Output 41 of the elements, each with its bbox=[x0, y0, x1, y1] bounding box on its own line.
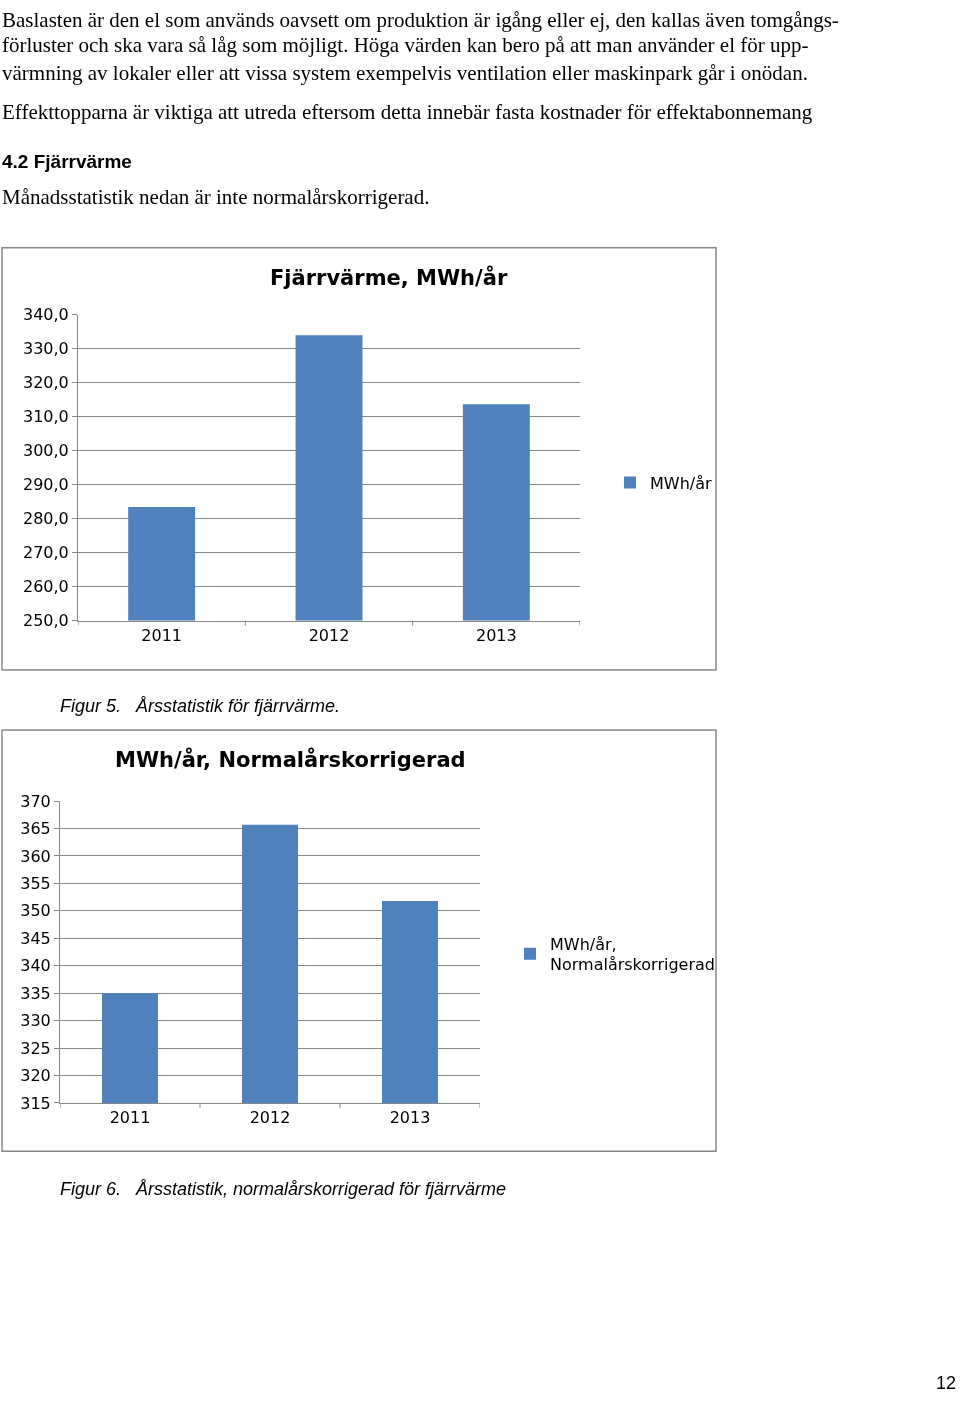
text: Figur 6. Årsstatistik, normalårskorrigerad för fjärrvärme bbox=[60, 1179, 507, 1199]
y-tick-label: 325 bbox=[20, 1038, 51, 1058]
legend-label: MWh/år, Normalårskorrigerad bbox=[550, 934, 715, 975]
y-tick-label: 300,0 bbox=[22, 441, 69, 461]
x-tick-label: 2013 bbox=[389, 1108, 431, 1128]
y-tick-label: 330,0 bbox=[22, 339, 69, 359]
y-tick-label: 260,0 bbox=[22, 577, 69, 597]
x-tick-label: 2012 bbox=[308, 625, 350, 645]
y-tick-label: 370 bbox=[20, 791, 51, 811]
y-tick-label: 340,0 bbox=[22, 305, 69, 325]
text: värmning av lokaler eller att vissa system exempelvis ventilation eller maskinpark går i onödan. bbox=[2, 61, 808, 85]
text: Baslasten är den el som används oavsett om produktion är igång eller ej, den kallas även tomgångs- bbox=[2, 8, 839, 32]
y-tick-label: 320 bbox=[20, 1066, 51, 1086]
y-tick-label: 280,0 bbox=[22, 509, 69, 529]
chart-title: MWh/år, Normalårskorrigerad bbox=[115, 747, 466, 772]
x-tick-label: 2011 bbox=[141, 625, 183, 645]
text: Månadsstatistik nedan är inte normalårskorrigerad. bbox=[2, 185, 430, 209]
x-tick-label: 2012 bbox=[249, 1108, 291, 1128]
text: 4.2 Fjärrvärme bbox=[2, 151, 132, 172]
y-tick-label: 355 bbox=[20, 874, 51, 894]
x-tick-label: 2011 bbox=[109, 1108, 151, 1128]
legend-label: MWh/år bbox=[650, 473, 712, 493]
y-tick-label: 290,0 bbox=[22, 475, 69, 495]
x-tick-label: 2013 bbox=[475, 625, 517, 645]
y-tick-label: 345 bbox=[20, 928, 51, 948]
chart-title: Fjärrvärme, MWh/år bbox=[270, 265, 508, 290]
y-tick-label: 365 bbox=[20, 819, 51, 839]
y-tick-label: 340 bbox=[20, 956, 51, 976]
y-tick-label: 335 bbox=[20, 983, 51, 1003]
y-tick-label: 330 bbox=[20, 1011, 51, 1031]
y-tick-label: 310,0 bbox=[22, 407, 69, 427]
text: Effekttopparna är viktiga att utreda eftersom detta innebär fasta kostnader för effektabonnemang bbox=[2, 100, 813, 124]
y-tick-label: 320,0 bbox=[22, 373, 69, 393]
y-tick-label: 360 bbox=[20, 846, 51, 866]
text: Figur 5. Årsstatistik för fjärrvärme. bbox=[60, 696, 341, 716]
y-tick-label: 315 bbox=[20, 1093, 51, 1113]
text: förluster och ska vara så låg som möjligt. Höga värden kan bero på att man använder el för upp- bbox=[2, 33, 809, 57]
y-tick-label: 350 bbox=[20, 901, 51, 921]
text: 12 bbox=[936, 1373, 957, 1393]
y-tick-label: 250,0 bbox=[22, 611, 69, 631]
y-tick-label: 270,0 bbox=[22, 543, 69, 563]
